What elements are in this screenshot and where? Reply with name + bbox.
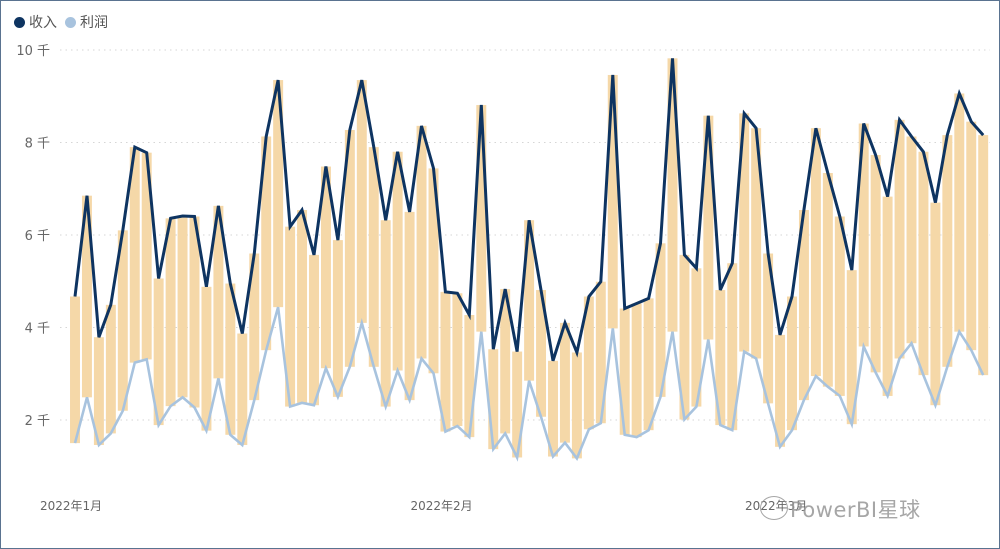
range-bar bbox=[153, 278, 164, 426]
range-bar bbox=[524, 220, 535, 381]
range-bar bbox=[81, 195, 92, 398]
range-bar bbox=[356, 80, 367, 323]
range-bar bbox=[978, 135, 989, 376]
range-bar bbox=[954, 93, 965, 332]
legend-item-profit[interactable]: 利润 bbox=[65, 12, 108, 32]
range-bar bbox=[846, 270, 857, 425]
range-bar bbox=[727, 263, 738, 431]
range-bar bbox=[966, 121, 977, 351]
range-bar bbox=[476, 105, 487, 332]
range-bar bbox=[201, 286, 212, 431]
range-bar bbox=[332, 240, 343, 397]
range-bar bbox=[607, 74, 618, 329]
range-bar bbox=[141, 152, 152, 360]
range-bar bbox=[189, 216, 200, 408]
range-bar bbox=[822, 173, 833, 387]
range-bar bbox=[380, 220, 391, 407]
range-bar bbox=[165, 218, 176, 407]
range-bar bbox=[739, 113, 750, 352]
legend-dot-revenue-icon bbox=[14, 16, 25, 28]
range-bar bbox=[297, 210, 308, 403]
range-bar bbox=[667, 58, 678, 332]
range-bar bbox=[930, 202, 941, 406]
watermark: PowerBI星球 bbox=[790, 498, 921, 522]
range-bar bbox=[655, 243, 666, 397]
range-bar bbox=[464, 315, 475, 438]
range-bar bbox=[715, 290, 726, 426]
legend-label-revenue: 收入 bbox=[29, 15, 57, 31]
y-tick-label: 4 千 bbox=[25, 322, 50, 337]
range-bar bbox=[225, 283, 236, 435]
x-tick-label: 2022年1月 bbox=[40, 499, 102, 513]
legend: 收入 利润 bbox=[14, 12, 116, 32]
range-bar bbox=[834, 216, 845, 396]
legend-item-revenue[interactable]: 收入 bbox=[14, 12, 57, 32]
range-bar bbox=[416, 125, 427, 359]
range-bar bbox=[583, 296, 594, 430]
range-bar bbox=[810, 128, 821, 377]
range-bar bbox=[536, 290, 547, 417]
range-bar bbox=[571, 352, 582, 459]
range-bar bbox=[619, 308, 630, 435]
range-bar bbox=[129, 147, 140, 363]
range-bar bbox=[404, 211, 415, 401]
range-bar bbox=[117, 230, 128, 411]
range-bar bbox=[213, 205, 224, 379]
range-bar bbox=[595, 281, 606, 424]
range-bar bbox=[261, 136, 272, 351]
range-bar bbox=[70, 296, 80, 444]
range-bar bbox=[763, 253, 774, 404]
range-bar bbox=[548, 360, 558, 457]
y-tick-label: 2 千 bbox=[25, 414, 50, 429]
range-bar bbox=[643, 298, 654, 431]
range-bar bbox=[368, 147, 379, 367]
range-bar bbox=[703, 115, 714, 340]
y-tick-label: 8 千 bbox=[25, 137, 50, 152]
range-bar bbox=[787, 296, 797, 431]
range-bar bbox=[440, 291, 451, 432]
legend-dot-profit-icon bbox=[65, 16, 76, 28]
range-bar bbox=[894, 119, 905, 359]
y-tick-label: 6 千 bbox=[25, 229, 50, 244]
range-bar bbox=[691, 268, 702, 407]
range-bar bbox=[392, 151, 403, 371]
y-tick-label: 10 千 bbox=[16, 44, 50, 59]
legend-label-profit: 利润 bbox=[80, 15, 108, 31]
range-bar bbox=[906, 136, 917, 344]
x-tick-label: 2022年2月 bbox=[410, 499, 472, 513]
range-bar bbox=[105, 304, 116, 434]
range-bar bbox=[918, 151, 929, 376]
range-bar bbox=[237, 333, 248, 445]
range-bar bbox=[488, 349, 499, 450]
range-bar bbox=[452, 293, 463, 427]
range-bar bbox=[273, 80, 284, 308]
range-bar bbox=[344, 130, 355, 367]
range-bar bbox=[858, 123, 869, 347]
wechat-icon bbox=[760, 496, 788, 520]
range-bar bbox=[751, 128, 762, 359]
range-bar bbox=[679, 254, 690, 420]
range-bar bbox=[775, 334, 786, 447]
range-bar bbox=[559, 322, 570, 443]
range-bar bbox=[942, 135, 953, 367]
range-bar bbox=[285, 226, 296, 407]
range-bar bbox=[93, 337, 104, 445]
range-bar bbox=[309, 254, 319, 406]
range-bar bbox=[512, 351, 523, 458]
range-bar bbox=[428, 168, 439, 374]
range-bar bbox=[798, 210, 809, 401]
range-bar bbox=[249, 253, 260, 401]
range-bar bbox=[870, 154, 881, 373]
range-bar bbox=[500, 289, 511, 434]
range-bar bbox=[177, 216, 188, 398]
range-bar bbox=[320, 166, 331, 369]
range-bar bbox=[631, 303, 642, 438]
range-bar bbox=[882, 196, 893, 396]
